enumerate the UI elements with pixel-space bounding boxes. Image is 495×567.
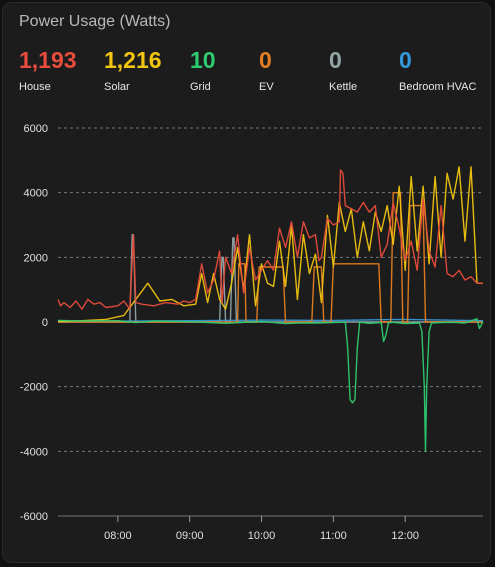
stat-label: House — [19, 81, 51, 93]
stat-house[interactable]: 1,193 House — [19, 47, 77, 93]
stat-grid[interactable]: 10 Grid — [190, 47, 216, 93]
y-tick-label: 6000 — [24, 123, 48, 135]
stat-solar[interactable]: 1,216 Solar — [104, 47, 162, 93]
power-usage-card: Power Usage (Watts) 1,193 House 1,216 So… — [2, 2, 491, 563]
x-tick-label: 12:00 — [391, 530, 419, 542]
stat-label: Solar — [104, 81, 130, 93]
x-tick-label: 09:00 — [176, 530, 204, 542]
stat-kettle[interactable]: 0 Kettle — [329, 47, 357, 93]
stat-value: 1,216 — [104, 47, 162, 73]
y-tick-label: 2000 — [24, 252, 48, 264]
stat-value: 0 — [329, 47, 342, 73]
stat-label: Kettle — [329, 81, 358, 93]
x-tick-label: 08:00 — [104, 530, 132, 542]
stat-ev[interactable]: 0 EV — [259, 47, 274, 93]
card-title: Power Usage (Watts) — [19, 13, 171, 30]
stat-value: 0 — [259, 47, 272, 73]
x-tick-label: 11:00 — [320, 530, 347, 542]
stat-label: Grid — [190, 81, 211, 93]
series-line-house — [57, 169, 483, 310]
y-tick-label: -6000 — [20, 511, 48, 523]
series-line-grid — [57, 318, 484, 452]
y-tick-label: 0 — [42, 317, 48, 329]
stat-bedroom-hvac[interactable]: 0 Bedroom HVAC — [399, 47, 476, 93]
stat-value: 1,193 — [19, 47, 77, 73]
stat-value: 10 — [190, 47, 216, 73]
y-tick-label: -4000 — [20, 446, 48, 458]
stat-label: Bedroom HVAC — [399, 81, 477, 93]
y-tick-label: 4000 — [24, 188, 48, 200]
stat-label: EV — [259, 81, 274, 93]
series-line-kettle — [58, 233, 483, 323]
stat-value: 0 — [399, 47, 412, 73]
x-tick-label: 10:00 — [248, 530, 276, 542]
y-tick-label: -2000 — [20, 382, 48, 394]
